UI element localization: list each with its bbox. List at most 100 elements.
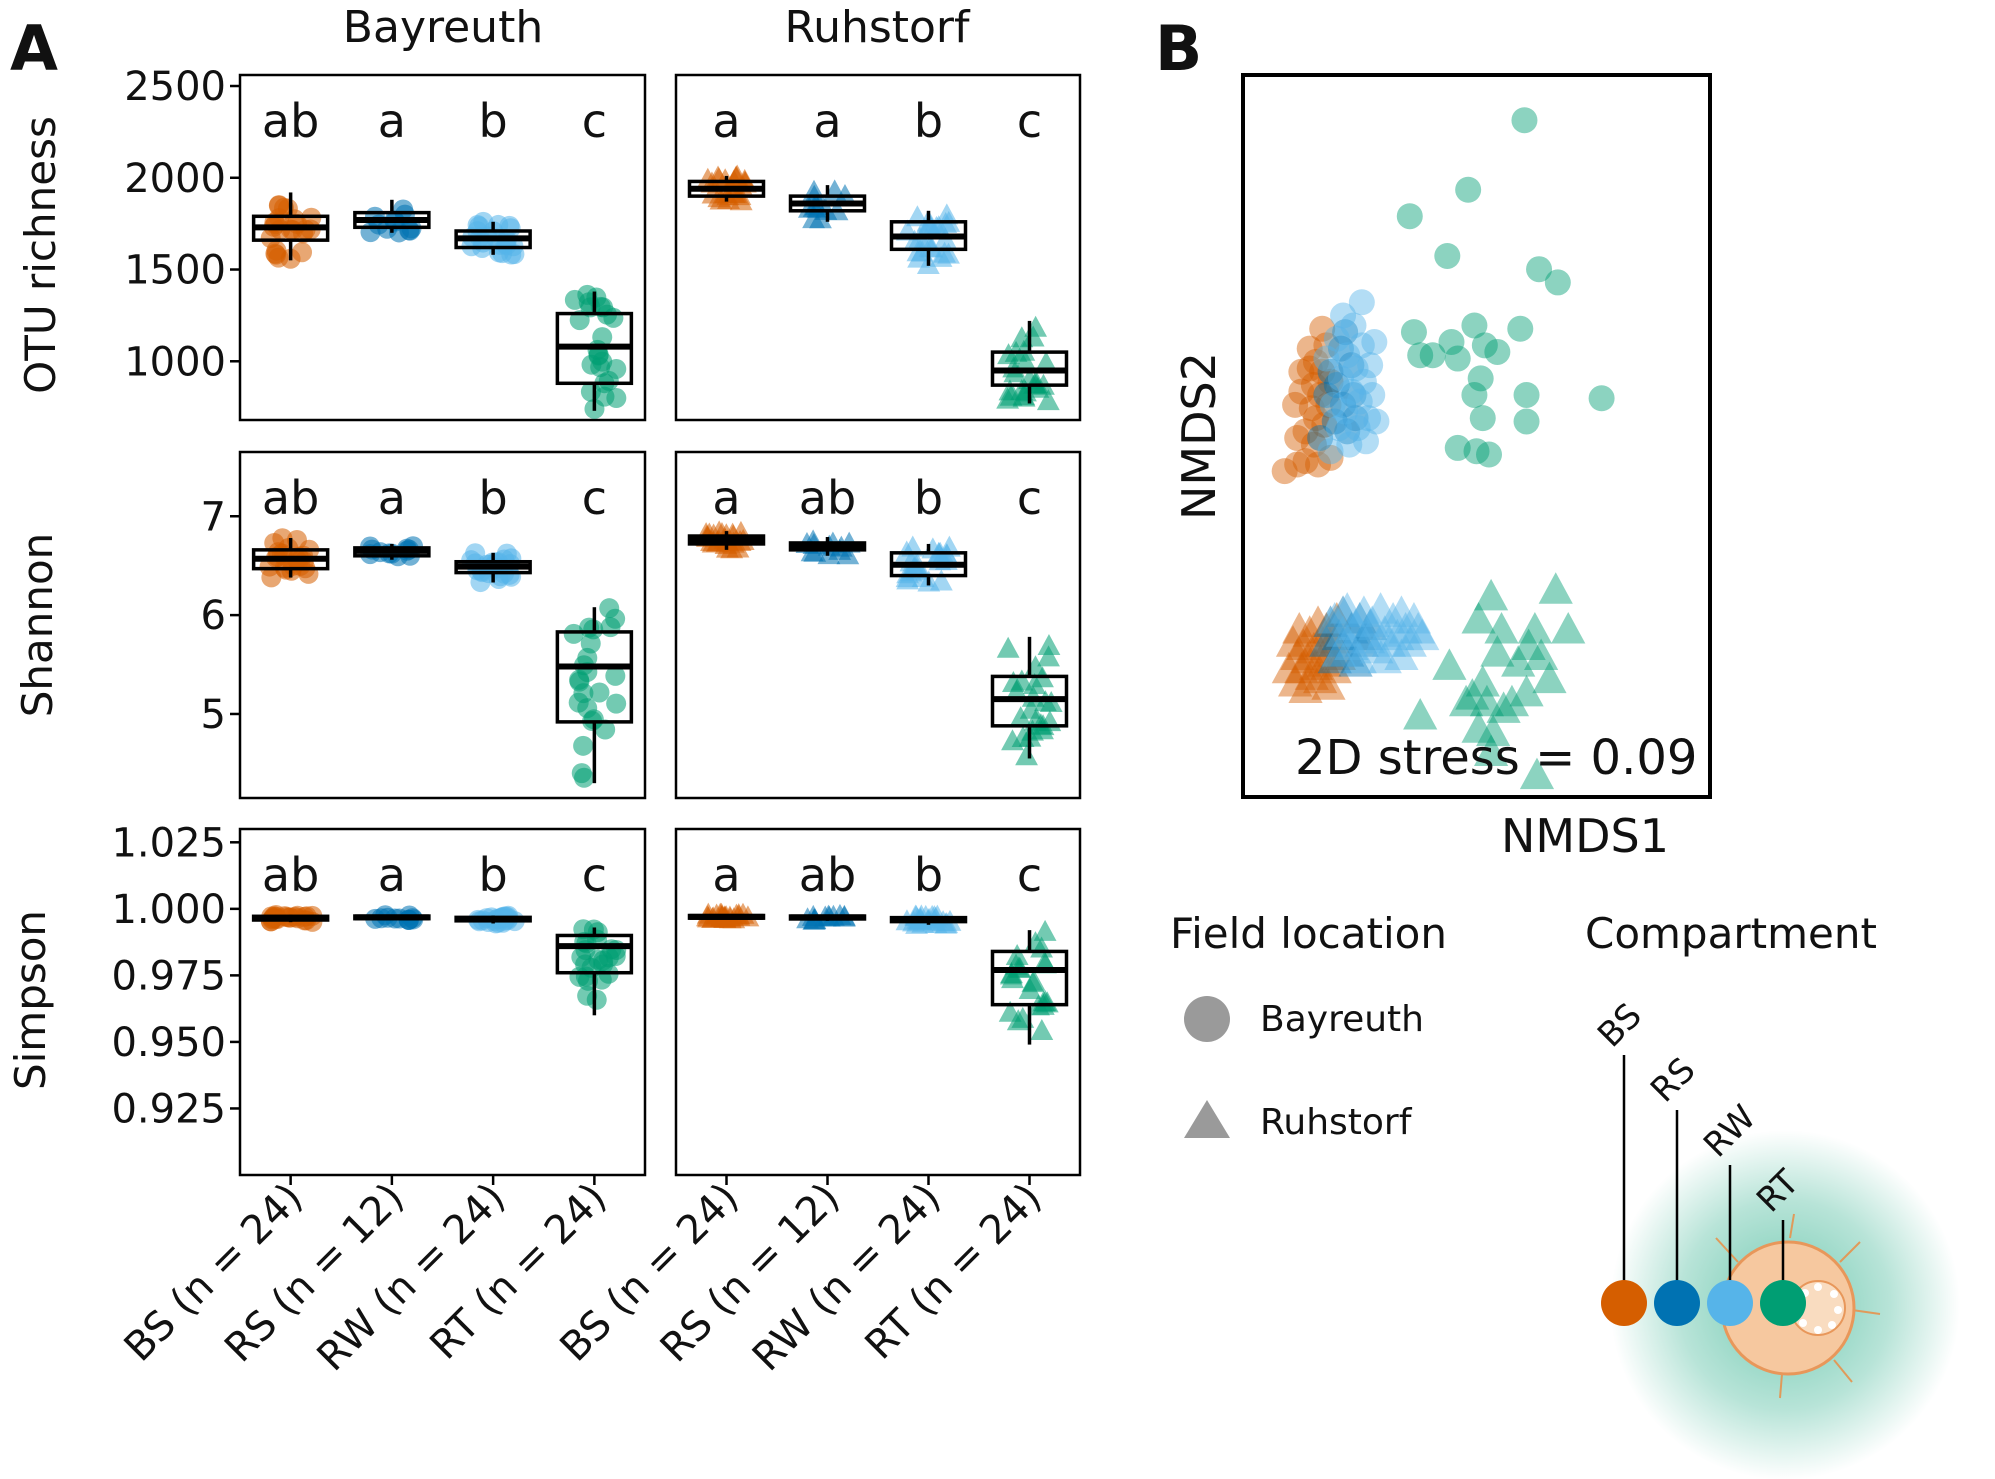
nmds-point [1396, 602, 1432, 634]
data-point [996, 636, 1020, 658]
nmds-point [1309, 625, 1344, 657]
stress-annotation: 2D stress = 0.09 [1295, 730, 1697, 786]
data-point [1037, 634, 1061, 656]
data-point [606, 358, 627, 379]
data-point [277, 198, 298, 219]
nmds-point [1461, 381, 1488, 408]
y-tick-label: 1.000 [111, 887, 226, 933]
nmds-point [1319, 602, 1354, 634]
nmds-point [1288, 358, 1315, 385]
nmds-point [1338, 645, 1373, 677]
nmds-point [1359, 631, 1394, 664]
significance-letter: ab [262, 94, 319, 148]
nmds-point [1480, 635, 1515, 667]
nmds-point [1309, 611, 1344, 644]
nmds-point [1336, 431, 1363, 458]
nmds-point [1403, 698, 1438, 730]
legend-ruhstorf-label: Ruhstorf [1260, 1102, 1413, 1143]
compartment-rs-marker [1654, 1280, 1700, 1326]
box [555, 630, 634, 724]
nmds-point [1321, 635, 1356, 667]
nmds-point [1332, 398, 1359, 425]
nmds-point [1334, 628, 1369, 661]
nmds-point [1352, 428, 1379, 455]
y-tick-label: 2000 [124, 156, 226, 202]
nmds-point [1325, 595, 1361, 627]
nmds-point [1367, 615, 1402, 647]
box [555, 933, 634, 975]
nmds-point [1317, 444, 1344, 471]
nmds-point [1334, 611, 1369, 644]
significance-letter: a [378, 94, 406, 148]
nmds-point [1357, 352, 1384, 379]
significance-letter: ab [799, 471, 856, 525]
nmds-point [1448, 684, 1484, 717]
nmds-point [1321, 618, 1356, 651]
nmds-point [1348, 289, 1375, 316]
y-tick-label: 7 [201, 494, 226, 540]
data-point [927, 215, 951, 237]
significance-letter: c [1017, 94, 1042, 148]
nmds-point [1278, 664, 1313, 697]
nmds-point [1325, 415, 1352, 442]
y-tick-label: 0.975 [111, 953, 226, 999]
nmds-point [1355, 405, 1382, 432]
nmds-point [1338, 352, 1365, 379]
nmds-point [1355, 605, 1390, 637]
nmds-point [1313, 381, 1340, 408]
significance-letter: c [582, 848, 607, 902]
xlabel-nmds1: NMDS1 [1501, 809, 1669, 863]
nmds-point [1526, 256, 1553, 283]
nmds-frame [1241, 73, 1712, 799]
data-point [577, 647, 598, 668]
facet-shannon-bayreuth: 567 ab a b c [201, 450, 647, 800]
nmds-point [1313, 605, 1348, 637]
data-point [896, 568, 920, 590]
nmds-point [1305, 625, 1340, 657]
root-hairs [1715, 1213, 1881, 1399]
nmds-point [1350, 621, 1386, 654]
nmds-point [1344, 415, 1371, 442]
data-point [1001, 729, 1024, 751]
nmds-point [1315, 391, 1342, 418]
data-point [701, 182, 725, 204]
legend-circle-icon [1184, 996, 1230, 1042]
nmds-point [1469, 405, 1496, 432]
nmds-point [1284, 451, 1311, 478]
nmds-point [1346, 388, 1373, 415]
nmds-points [1271, 107, 1615, 790]
y-tick-label: 1000 [124, 339, 226, 385]
data-point [605, 665, 626, 686]
data-point [587, 339, 608, 360]
compartment-bs-label: BS [1590, 996, 1650, 1056]
nmds-point [1519, 757, 1555, 790]
ylabel-shannon: Shannon [13, 533, 62, 718]
nmds-point [1307, 425, 1334, 451]
data-point [1015, 744, 1038, 766]
data-point [1031, 718, 1054, 740]
nmds-point [1346, 595, 1382, 627]
nmds-point [1338, 378, 1365, 405]
nmds-point [1327, 365, 1354, 392]
panel-label-a: A [10, 12, 58, 85]
data-point [1009, 706, 1033, 728]
nmds-point [1288, 378, 1315, 405]
nmds-point [1330, 592, 1365, 624]
significance-letter: b [914, 471, 943, 525]
nmds-point [1300, 605, 1336, 637]
nmds-point [1296, 631, 1331, 664]
nmds-point [1302, 348, 1329, 375]
nmds-point [1317, 651, 1352, 684]
nmds-point [1271, 458, 1298, 485]
significance-letter: c [1017, 471, 1042, 525]
nmds-point [1476, 441, 1503, 468]
nmds-point [1511, 628, 1546, 661]
data-point [599, 598, 620, 619]
nmds-point [1300, 372, 1327, 399]
data-point [1036, 389, 1060, 411]
y-tick-label: 1500 [124, 248, 226, 294]
